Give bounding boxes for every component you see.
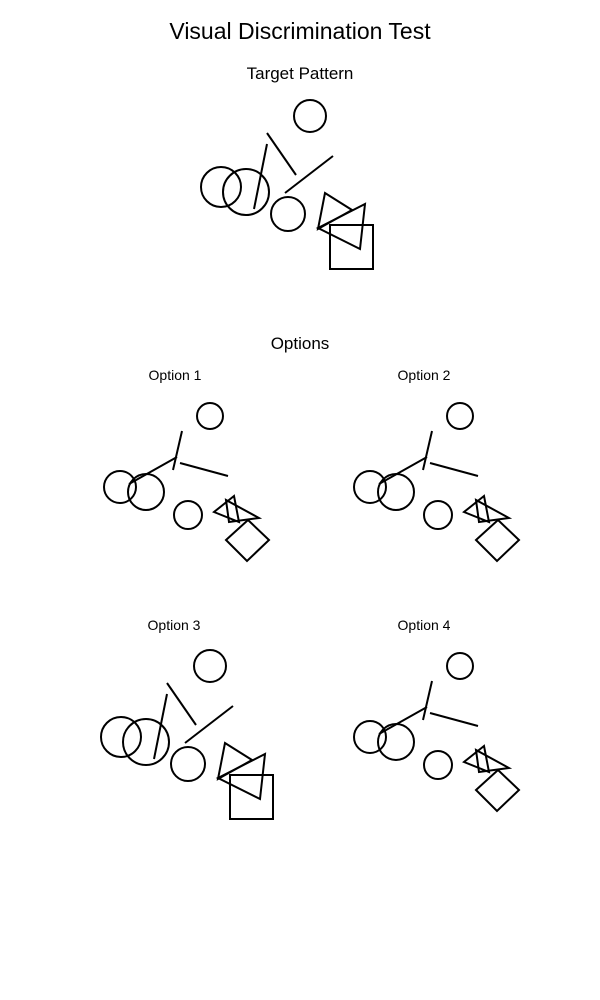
option-2-triangle-large xyxy=(474,498,513,524)
option-3-line-diagonal xyxy=(166,682,197,726)
option-3-circle-top xyxy=(193,649,227,683)
option-4-line-vertical xyxy=(422,680,433,721)
option-3-circle-left xyxy=(100,716,142,758)
option-1-line-vertical xyxy=(172,430,183,471)
option-4-figure[interactable] xyxy=(340,640,530,820)
option-3-square xyxy=(229,774,274,820)
option-4-circle-top xyxy=(446,652,474,680)
option-4-label: Option 4 xyxy=(397,617,451,633)
target-circle-small xyxy=(270,196,306,232)
option-2-circle-small xyxy=(423,500,453,530)
option-1-square xyxy=(224,518,271,563)
option-4-triangle-small xyxy=(462,744,491,774)
option-4-circle-small xyxy=(423,750,453,780)
option-2-triangle-small xyxy=(462,494,491,524)
option-3-circle-middle xyxy=(122,718,170,766)
option-1-circle-top xyxy=(196,402,224,430)
option-1-triangle-large xyxy=(224,498,263,524)
option-3-label: Option 3 xyxy=(147,617,201,633)
option-2-circle-middle xyxy=(377,473,415,511)
page-title: Visual Discrimination Test xyxy=(169,18,431,44)
option-3-triangle-small xyxy=(216,741,254,781)
option-1-line-horizontal xyxy=(179,462,229,477)
option-4-triangle-large xyxy=(474,748,513,774)
option-1-circle-middle xyxy=(127,473,165,511)
target-pattern-title: Target Pattern xyxy=(246,64,354,83)
option-2-square xyxy=(474,518,521,563)
option-3-triangle-large xyxy=(215,752,267,801)
option-2-circle-top xyxy=(446,402,474,430)
target-square xyxy=(329,224,374,270)
option-3-line-vertical xyxy=(153,693,168,760)
option-1-line-cross xyxy=(128,456,178,485)
target-line-vertical xyxy=(253,143,268,210)
target-line-diagonal xyxy=(266,132,297,176)
option-4-line-cross xyxy=(378,706,428,735)
option-2-line-vertical xyxy=(422,430,433,471)
option-1-triangle-small xyxy=(212,494,241,524)
option-2-figure[interactable] xyxy=(340,390,530,570)
option-3-line-cross xyxy=(184,705,234,744)
option-4-circle-middle xyxy=(377,723,415,761)
option-1-figure[interactable] xyxy=(90,390,280,570)
target-triangle-large xyxy=(315,202,367,251)
option-1-circle-small xyxy=(173,500,203,530)
option-1-label: Option 1 xyxy=(148,367,202,383)
option-4-line-horizontal xyxy=(429,712,479,727)
option-3-figure[interactable] xyxy=(90,640,290,830)
options-title: Options xyxy=(270,334,330,353)
target-circle-left xyxy=(200,166,242,208)
target-pattern-figure xyxy=(200,99,374,270)
option-2-circle-left xyxy=(353,470,387,504)
option-1-circle-left xyxy=(103,470,137,504)
option-4-circle-left xyxy=(353,720,387,754)
target-line-cross xyxy=(284,155,334,194)
target-triangle-small xyxy=(316,191,354,231)
option-2-label: Option 2 xyxy=(397,367,451,383)
option-3-circle-small xyxy=(170,746,206,782)
option-4-square xyxy=(474,768,521,813)
option-2-line-cross xyxy=(378,456,428,485)
target-circle-top xyxy=(293,99,327,133)
target-circle-middle xyxy=(222,168,270,216)
option-2-line-horizontal xyxy=(429,462,479,477)
